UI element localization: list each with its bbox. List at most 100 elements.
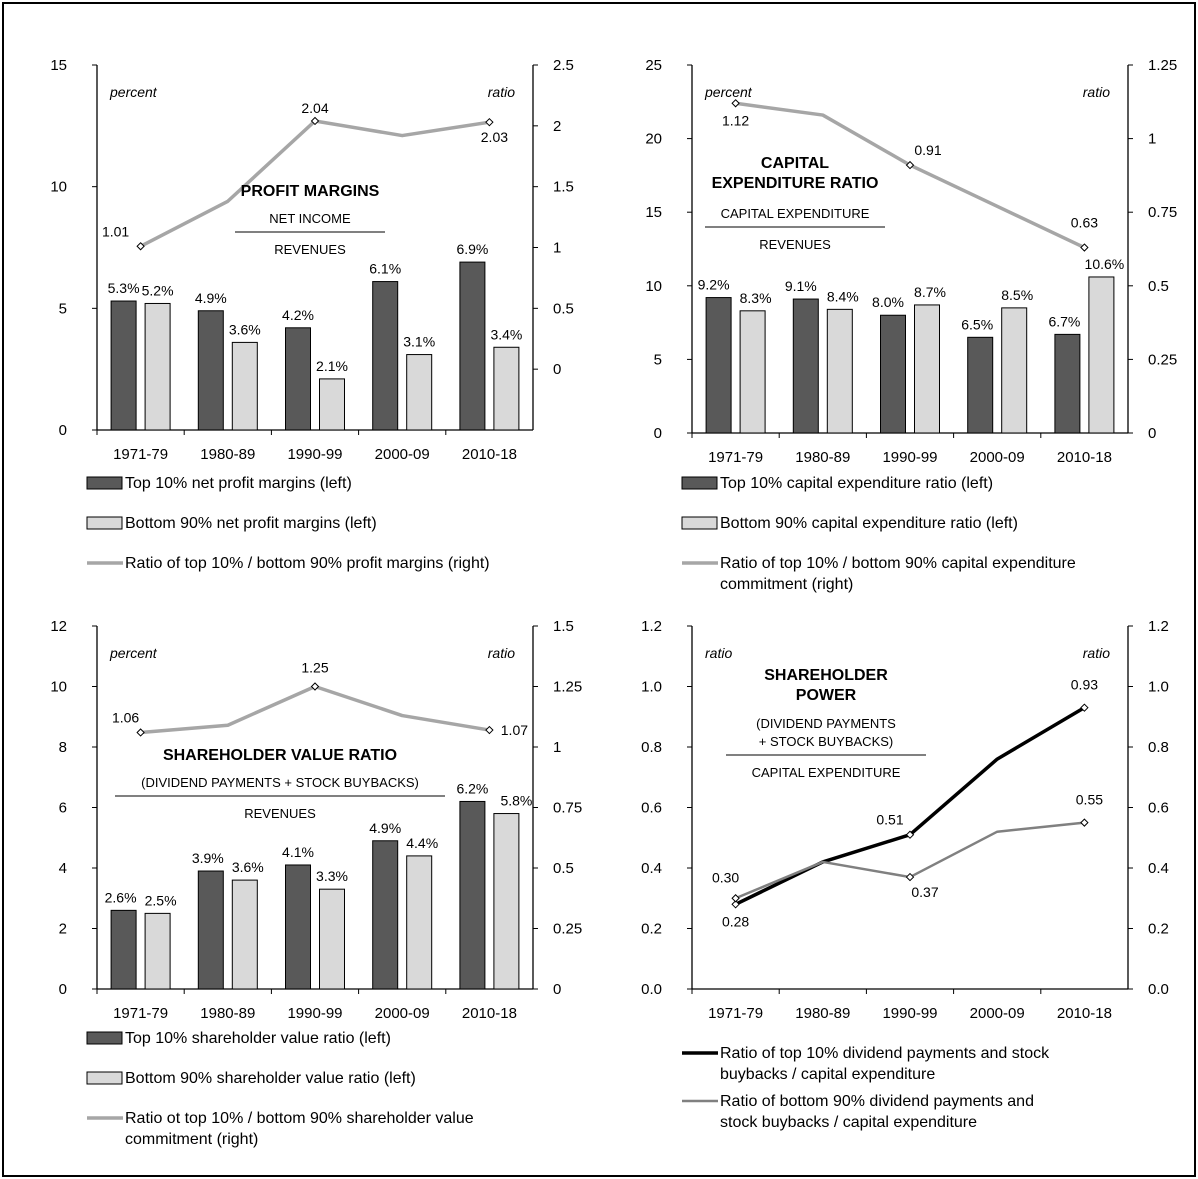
left-tick-label: 0.0 bbox=[641, 981, 662, 998]
bar-top10-2010-18 bbox=[459, 800, 486, 990]
right-unit-label: ratio bbox=[488, 84, 515, 100]
bar-data-label: 3.6% bbox=[229, 321, 261, 337]
bar-top10-1980-89 bbox=[197, 870, 224, 990]
x-tick-label: 1980-89 bbox=[795, 449, 850, 466]
right-tick-label: 0 bbox=[553, 981, 561, 998]
bar-data-label: 9.1% bbox=[785, 278, 817, 294]
formula-denominator: REVENUES bbox=[759, 237, 831, 252]
left-unit-label: percent bbox=[704, 84, 753, 100]
line-data-label: 0.28 bbox=[722, 913, 749, 929]
x-tick-label: 1980-89 bbox=[200, 1005, 255, 1022]
bar-top10-1971-79 bbox=[705, 297, 732, 434]
bar-data-label: 4.1% bbox=[282, 844, 314, 860]
bar-bottom90-1971-79 bbox=[144, 912, 171, 990]
right-tick-label: 0.2 bbox=[1148, 921, 1169, 938]
line-point-marker bbox=[731, 900, 740, 909]
right-tick-label: 2 bbox=[553, 118, 561, 135]
right-tick-label: 0 bbox=[1148, 425, 1156, 442]
line-data-label: 0.91 bbox=[914, 142, 941, 158]
left-tick-label: 25 bbox=[645, 57, 662, 74]
left-tick-label: 6 bbox=[59, 800, 67, 817]
bar-bottom90-1980-89 bbox=[231, 341, 258, 431]
bar-data-label: 8.3% bbox=[740, 290, 772, 306]
bar-bottom90-2010-18 bbox=[493, 346, 520, 431]
line-data-label: 0.30 bbox=[712, 869, 739, 885]
legend-label: commitment (right) bbox=[125, 1131, 258, 1148]
left-tick-label: 15 bbox=[645, 204, 662, 221]
left-tick-label: 15 bbox=[50, 57, 67, 74]
bar-data-label: 8.5% bbox=[1001, 287, 1033, 303]
bar-data-label: 2.6% bbox=[105, 889, 137, 905]
bar-data-label: 10.6% bbox=[1085, 256, 1125, 272]
bar-data-label: 6.2% bbox=[456, 780, 488, 796]
line-point-marker bbox=[136, 242, 145, 251]
left-tick-label: 20 bbox=[645, 131, 662, 148]
line-data-label: 0.93 bbox=[1071, 677, 1098, 693]
formula-numerator: NET INCOME bbox=[269, 211, 351, 226]
right-tick-label: 1.5 bbox=[553, 618, 574, 635]
left-unit-label: percent bbox=[109, 645, 158, 661]
bar-data-label: 8.0% bbox=[872, 294, 904, 310]
bar-bottom90-2000-09 bbox=[406, 354, 433, 431]
legend-label: Top 10% shareholder value ratio (left) bbox=[125, 1030, 391, 1047]
right-tick-label: 0.0 bbox=[1148, 981, 1169, 998]
left-tick-label: 2 bbox=[59, 921, 67, 938]
chart-panel-1: 0 5 10 15 0 0.5 1 1.5 2 2.5 1971-79 1980-89 1990-99 2… bbox=[50, 57, 574, 572]
bar-data-label: 6.1% bbox=[369, 261, 401, 277]
bar-top10-2000-09 bbox=[967, 336, 994, 434]
legend-label: Top 10% net profit margins (left) bbox=[125, 475, 352, 492]
line-data-label: 1.25 bbox=[301, 660, 328, 676]
legend-label: stock buybacks / capital expenditure bbox=[720, 1114, 977, 1131]
right-tick-label: 0.5 bbox=[1148, 278, 1169, 295]
line-point-marker bbox=[905, 872, 915, 882]
x-tick-label: 2000-09 bbox=[375, 446, 430, 463]
left-tick-label: 10 bbox=[50, 679, 67, 696]
bar-data-label: 4.9% bbox=[369, 820, 401, 836]
bar-top10-1971-79 bbox=[110, 300, 137, 431]
right-unit-label: ratio bbox=[488, 645, 515, 661]
line-point-marker bbox=[1080, 703, 1089, 712]
left-tick-label: 5 bbox=[59, 300, 67, 317]
right-tick-label: 0.5 bbox=[553, 300, 574, 317]
bar-data-label: 9.2% bbox=[698, 277, 730, 293]
right-tick-label: 0.25 bbox=[1148, 351, 1177, 368]
x-tick-label: 2010-18 bbox=[462, 1005, 517, 1022]
line-point-marker bbox=[731, 99, 740, 108]
bar-data-label: 3.6% bbox=[232, 859, 264, 875]
right-tick-label: 1 bbox=[1148, 131, 1156, 148]
legend-swatch bbox=[681, 476, 718, 490]
bar-top10-2000-09 bbox=[372, 281, 399, 431]
x-tick-label: 1971-79 bbox=[708, 449, 763, 466]
line-data-label: 0.55 bbox=[1076, 792, 1103, 808]
line-data-label: 2.03 bbox=[481, 129, 508, 145]
bar-data-label: 8.4% bbox=[827, 288, 859, 304]
legend-swatch bbox=[86, 1071, 123, 1085]
legend-label: Ratio ot top 10% / bottom 90% shareholde… bbox=[125, 1110, 474, 1127]
bar-bottom90-1971-79 bbox=[144, 302, 171, 431]
right-tick-label: 0 bbox=[553, 361, 561, 378]
series-line-1 bbox=[140, 684, 490, 735]
legend-swatch bbox=[86, 516, 123, 530]
line-point-marker bbox=[310, 682, 320, 691]
formula-numerator: (DIVIDEND PAYMENTS bbox=[756, 716, 896, 731]
chart-title: POWER bbox=[796, 687, 857, 704]
right-tick-label: 0.5 bbox=[553, 860, 574, 877]
x-tick-label: 1990-99 bbox=[287, 1005, 342, 1022]
bar-data-label: 3.1% bbox=[403, 334, 435, 350]
bar-bottom90-1990-99 bbox=[319, 888, 345, 990]
bar-top10-2000-09 bbox=[372, 840, 399, 990]
chart-title: SHAREHOLDER bbox=[764, 667, 888, 684]
left-tick-label: 1.2 bbox=[641, 618, 662, 635]
chart-title: CAPITAL bbox=[761, 155, 829, 172]
line-point-marker bbox=[136, 728, 145, 737]
chart-title: SHAREHOLDER VALUE RATIO bbox=[163, 747, 397, 764]
left-tick-label: 4 bbox=[59, 860, 67, 877]
bar-data-label: 5.2% bbox=[142, 282, 174, 298]
left-tick-label: 0.6 bbox=[641, 800, 662, 817]
x-tick-label: 2010-18 bbox=[1057, 449, 1112, 466]
line-point-marker bbox=[1080, 818, 1089, 827]
x-tick-label: 2000-09 bbox=[970, 449, 1025, 466]
legend-label: Bottom 90% shareholder value ratio (left… bbox=[125, 1070, 416, 1087]
